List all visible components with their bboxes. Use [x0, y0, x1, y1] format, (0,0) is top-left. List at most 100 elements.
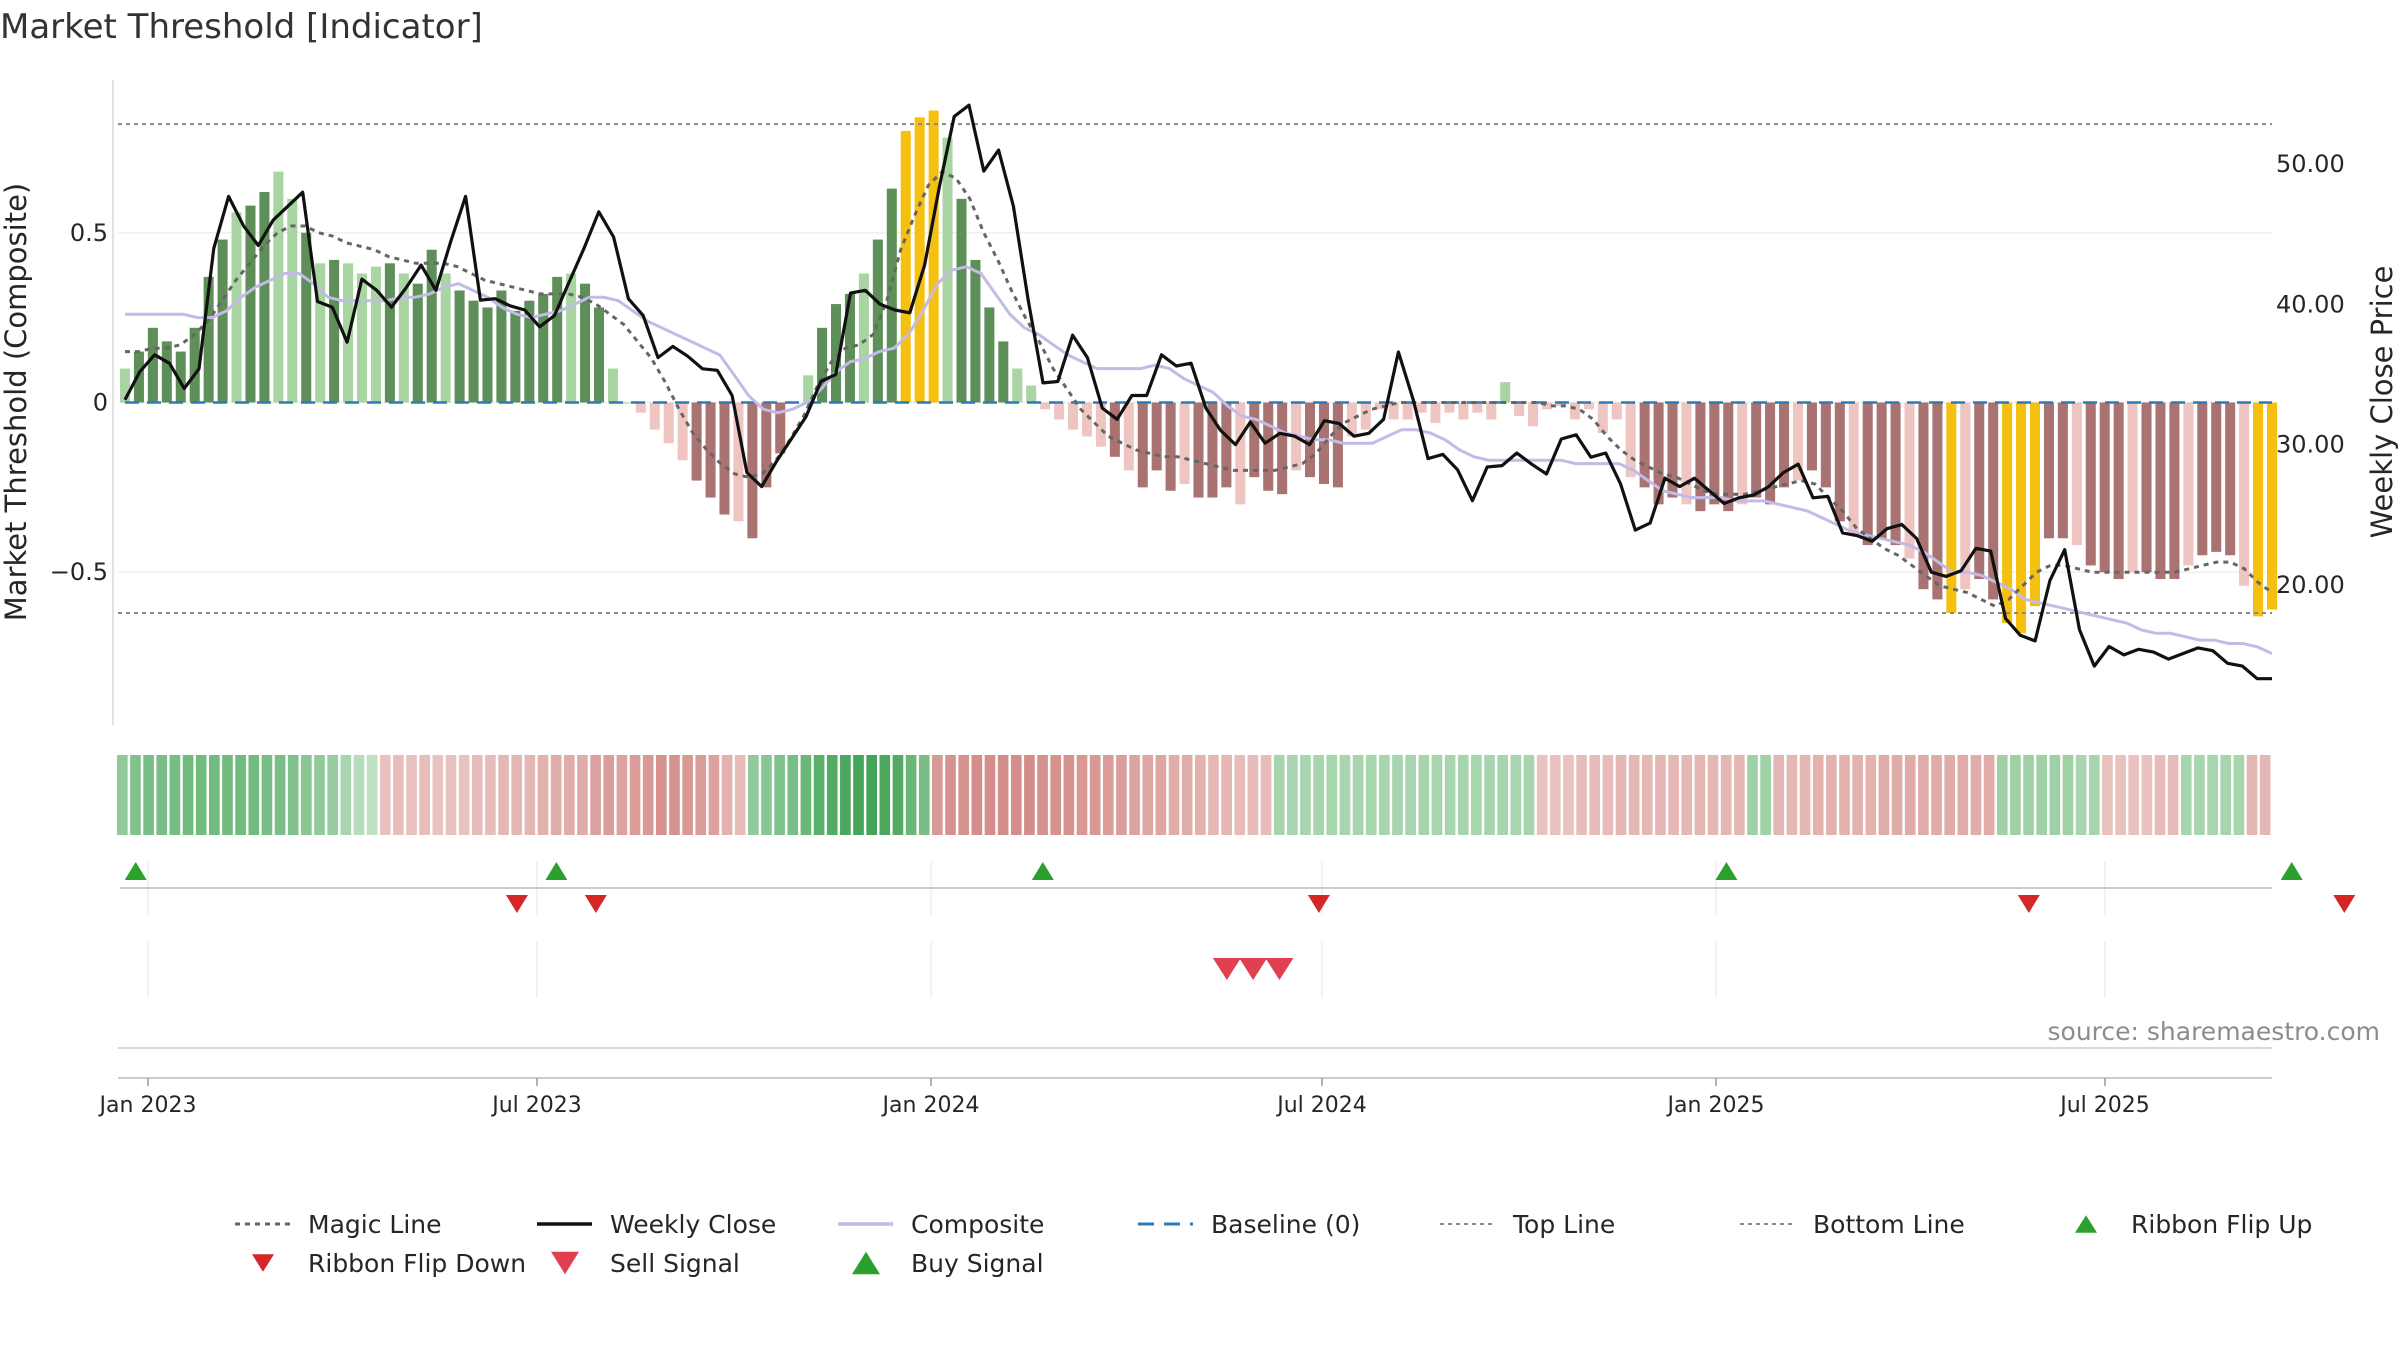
composite-bar: [552, 276, 563, 403]
composite-bar: [2099, 402, 2110, 573]
ribbon-cell: [1181, 755, 1193, 835]
ribbon-cell: [656, 755, 667, 835]
ribbon-cell: [1957, 755, 1969, 835]
ribbon-cell: [866, 755, 877, 835]
ribbon-cell: [1970, 755, 1982, 835]
ribbon-flip-down-marker: [1307, 895, 1330, 913]
ribbon-cell: [1471, 755, 1482, 835]
ribbon-cell: [1405, 755, 1416, 835]
composite-bar: [1625, 402, 1636, 478]
composite-bar: [733, 402, 744, 522]
ribbon-cell: [2207, 755, 2218, 835]
composite-bar: [1737, 402, 1748, 505]
composite-bar: [1137, 402, 1148, 488]
composite-bar: [2253, 402, 2264, 617]
composite-bar: [1026, 385, 1037, 403]
ribbon-flip-panel: [120, 862, 2356, 915]
composite-bar: [2043, 402, 2054, 539]
composite-bar: [831, 304, 842, 403]
ribbon-cell: [590, 755, 601, 835]
ribbon-cell: [563, 755, 575, 835]
composite-bar: [426, 249, 437, 403]
ribbon-cell: [195, 755, 207, 835]
composite-bar: [2113, 402, 2124, 580]
ribbon-cell: [1799, 755, 1811, 835]
ribbon-cell: [1168, 755, 1180, 835]
composite-bar: [2239, 402, 2250, 586]
ribbon-cell: [314, 755, 325, 835]
ribbon-cell: [1142, 755, 1154, 835]
ribbon-cell: [1681, 755, 1693, 835]
composite-bar: [761, 402, 772, 488]
composite-bar: [1681, 402, 1692, 505]
legend-swatch: [551, 1251, 579, 1275]
ribbon-cell: [1089, 755, 1101, 835]
composite-bars: [119, 110, 2278, 634]
legend-entry: Weekly Close: [537, 1210, 776, 1239]
ribbon-cell: [1904, 755, 1916, 835]
composite-bar: [287, 198, 298, 403]
legend-swatch: [852, 1251, 880, 1275]
composite-bar: [1095, 402, 1106, 447]
composite-bar: [1332, 402, 1343, 488]
ribbon-cell: [169, 755, 181, 835]
ribbon-cell: [1392, 755, 1403, 835]
ribbon-cell: [1195, 755, 1206, 835]
composite-bar: [1346, 402, 1357, 437]
composite-bar: [496, 290, 507, 403]
composite-bar: [440, 273, 451, 403]
ribbon-cell: [1484, 755, 1495, 835]
composite-bar: [2016, 402, 2027, 634]
ribbon-cell: [366, 755, 378, 835]
ribbon-flip-down-marker: [584, 895, 607, 913]
composite-bar: [2183, 402, 2194, 566]
ribbon-cell: [471, 755, 483, 835]
ribbon-cell: [393, 755, 404, 835]
composite-bar: [1834, 402, 1845, 522]
sell-signal-marker: [1212, 958, 1241, 980]
composite-bar: [1472, 402, 1483, 413]
composite-bar: [468, 300, 479, 403]
composite-bar: [2225, 402, 2236, 556]
ribbon-cell: [682, 755, 693, 835]
composite-bar: [1960, 402, 1971, 590]
ribbon-cell: [2154, 755, 2166, 835]
ribbon-cell: [182, 755, 194, 835]
ribbon-cell: [1655, 755, 1666, 835]
legend-entry: Top Line: [1440, 1210, 1615, 1239]
ribbon-cell: [774, 755, 785, 835]
composite-bar: [649, 402, 660, 430]
composite-bar: [2141, 402, 2152, 573]
composite-bar: [231, 212, 242, 403]
composite-bar: [161, 341, 172, 403]
composite-bar: [566, 273, 577, 403]
ribbon-flip-up-marker: [1031, 862, 1054, 880]
ribbon-cell: [2062, 755, 2074, 835]
ribbon-cell: [353, 755, 365, 835]
legend-entry: Composite: [838, 1210, 1044, 1239]
ribbon-cell: [1102, 755, 1114, 835]
composite-bar: [1820, 402, 1831, 488]
ribbon-cell: [511, 755, 523, 835]
ribbon-cell: [761, 755, 772, 835]
composite-bar: [2002, 402, 2013, 624]
legend-label: Bottom Line: [1813, 1210, 1965, 1239]
composite-bar: [2057, 402, 2068, 539]
ribbon-cell: [1221, 755, 1232, 835]
y-axis-right: 50.00 40.00 30.00 20.00: [2276, 150, 2345, 599]
y2-tick-label: 40.00: [2276, 290, 2345, 318]
composite-bar: [872, 239, 883, 403]
ribbon-cell: [853, 755, 864, 835]
composite-bar: [1040, 402, 1051, 410]
ribbon-cell: [1352, 755, 1364, 835]
legend-label: Ribbon Flip Up: [2131, 1210, 2312, 1239]
ribbon-cell: [524, 755, 536, 835]
composite-bar: [900, 130, 911, 403]
composite-bar: [1848, 402, 1859, 532]
ribbon-cell: [997, 755, 1009, 835]
ribbon-cell: [1668, 755, 1679, 835]
legend-label: Top Line: [1512, 1210, 1615, 1239]
composite-bar: [593, 307, 605, 403]
ribbon-cell: [1536, 755, 1548, 835]
composite-bar: [677, 402, 688, 461]
